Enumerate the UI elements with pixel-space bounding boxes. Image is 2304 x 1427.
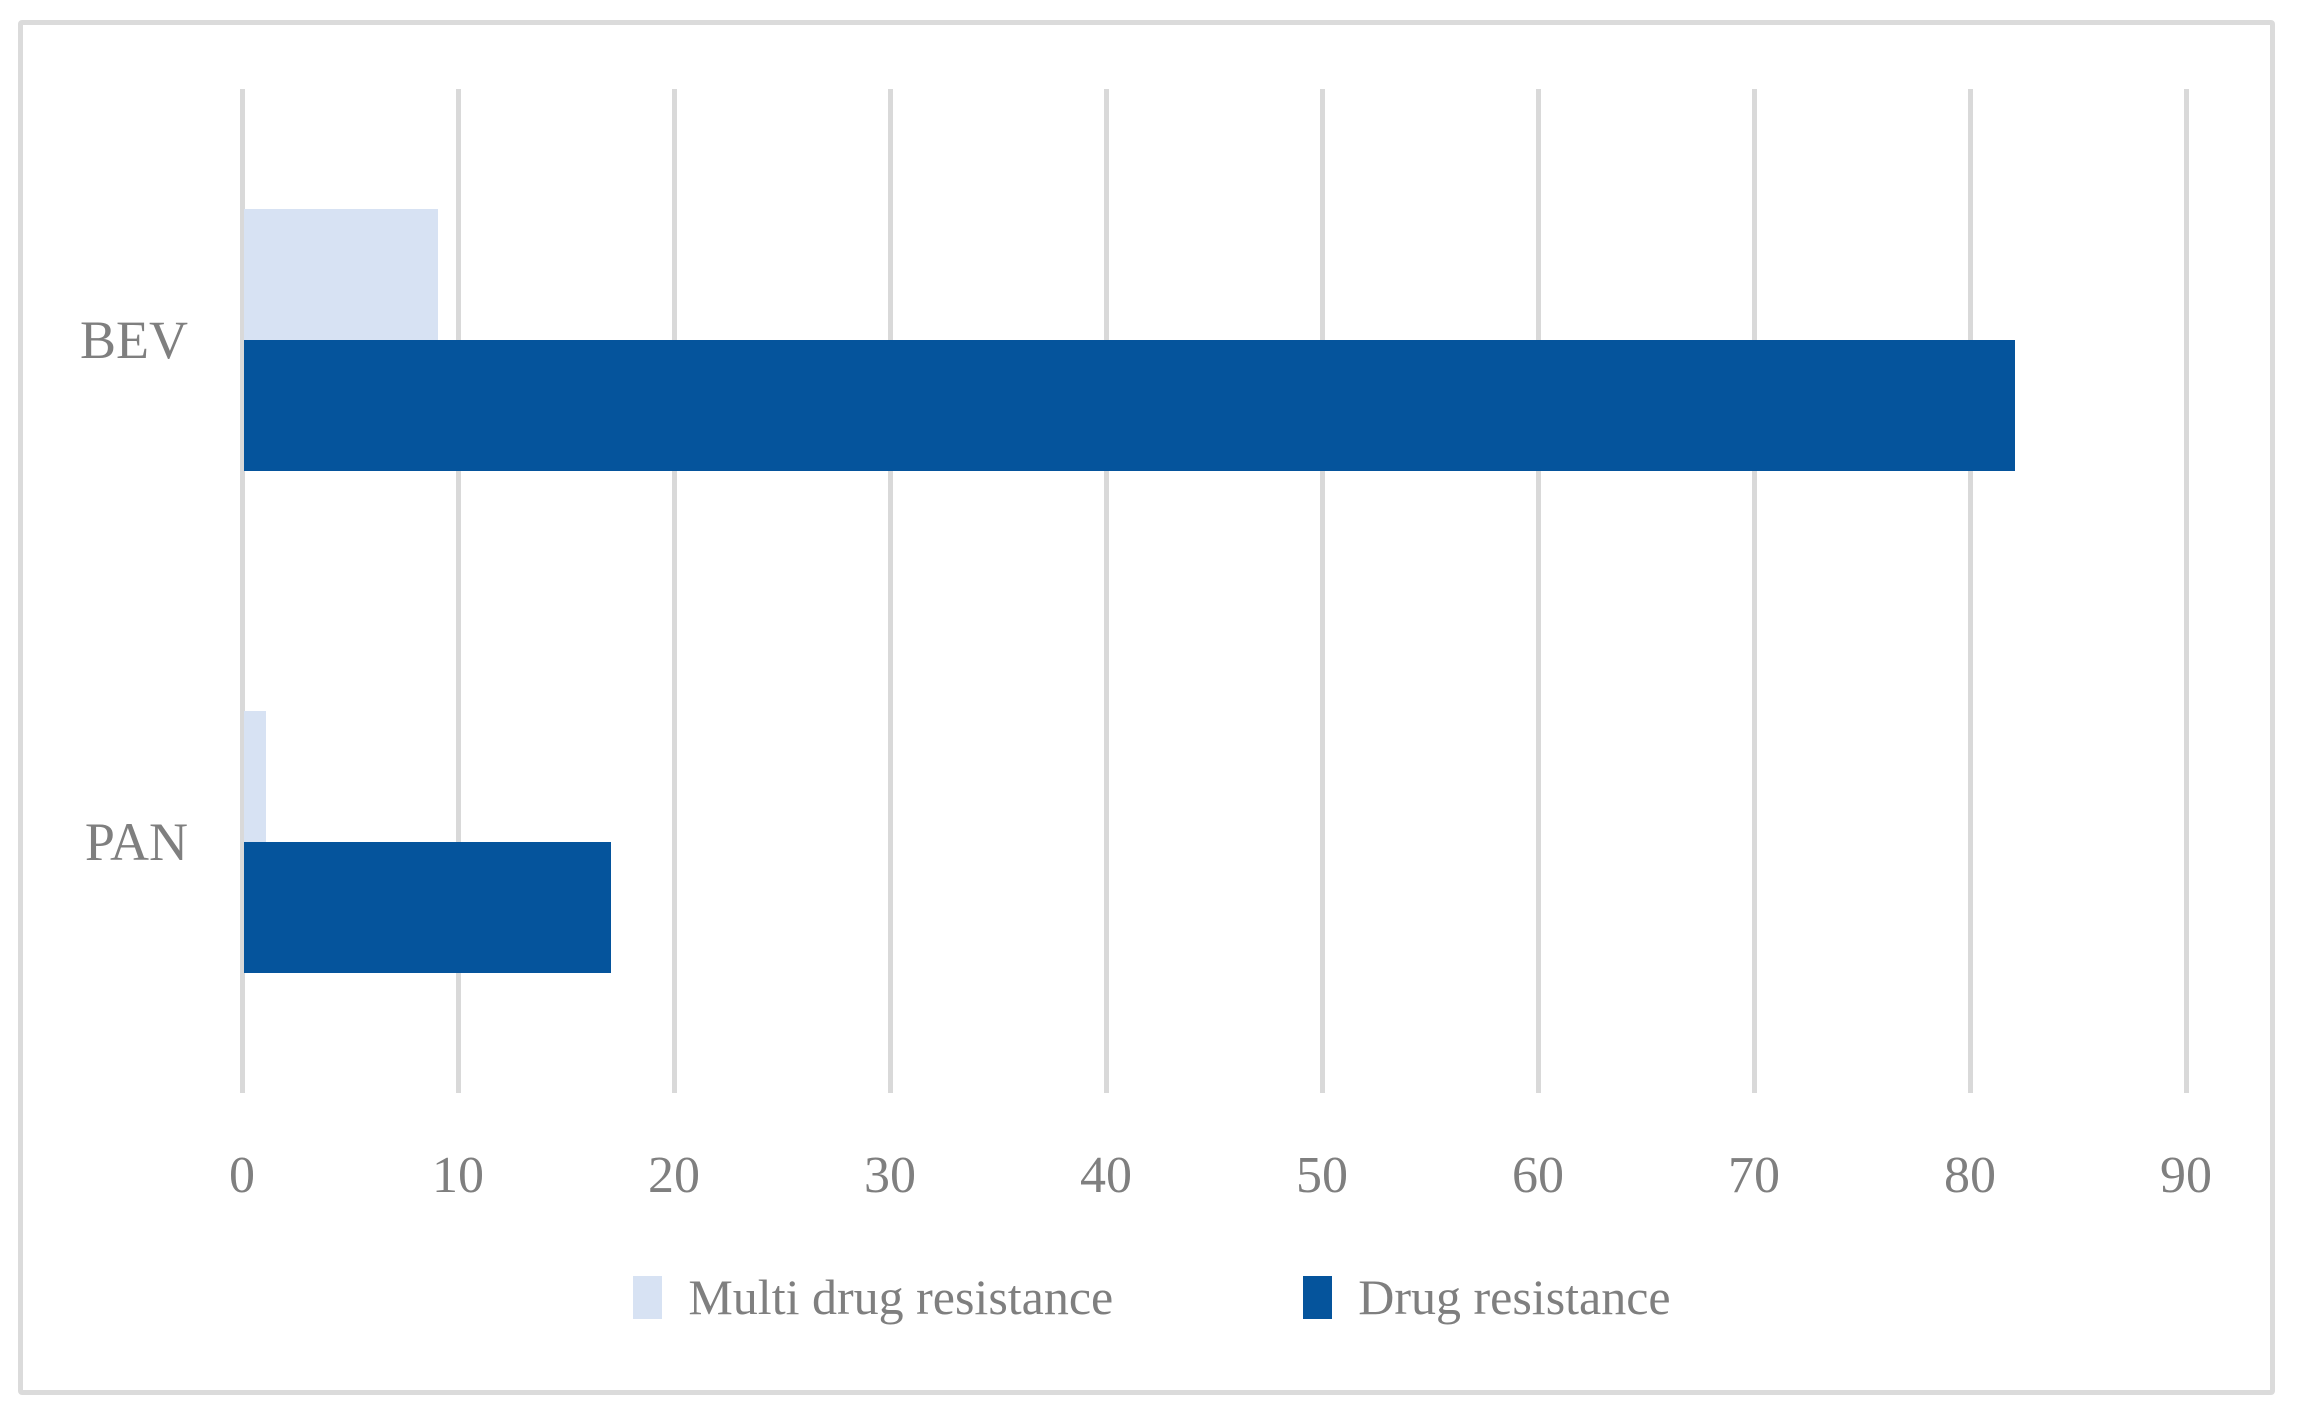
category-label-pan: PAN [84,812,188,872]
gridline-20 [671,89,677,1093]
x-tick-label: 30 [864,1147,916,1204]
legend-label-multi-drug-resistance: Multi drug resistance [688,1269,1114,1325]
category-label-bev: BEV [80,310,188,370]
gridline-10 [455,89,461,1093]
legend-swatch-drug-resistance [1303,1275,1333,1319]
gridline-30 [887,89,893,1093]
x-tick-label: 50 [1296,1147,1348,1204]
x-tick-label: 10 [432,1147,484,1204]
x-tick-label: 0 [229,1147,255,1204]
gridline-50 [1319,89,1325,1093]
legend-item-drug-resistance: Drug resistance [1303,1268,1671,1326]
x-tick-label: 40 [1080,1147,1132,1204]
gridline-60 [1535,89,1541,1093]
x-tick-label: 20 [648,1147,700,1204]
bar-pan-multi-drug-resistance [244,711,266,842]
legend: Multi drug resistance Drug resistance [0,1268,2304,1326]
x-tick-label: 60 [1512,1147,1564,1204]
x-tick-label: 70 [1728,1147,1780,1204]
gridline-0 [239,89,245,1093]
bar-pan-drug-resistance [244,842,612,973]
legend-label-drug-resistance: Drug resistance [1358,1269,1671,1325]
legend-item-multi-drug-resistance: Multi drug resistance [633,1268,1113,1326]
gridline-90 [2183,89,2189,1093]
bar-bev-multi-drug-resistance [244,209,439,340]
x-tick-label: 80 [1944,1147,1996,1204]
x-tick-label: 90 [2160,1147,2212,1204]
gridline-70 [1751,89,1757,1093]
gridline-80 [1967,89,1973,1093]
legend-swatch-multi-drug-resistance [633,1275,663,1319]
gridline-40 [1103,89,1109,1093]
bar-bev-drug-resistance [244,340,2016,471]
